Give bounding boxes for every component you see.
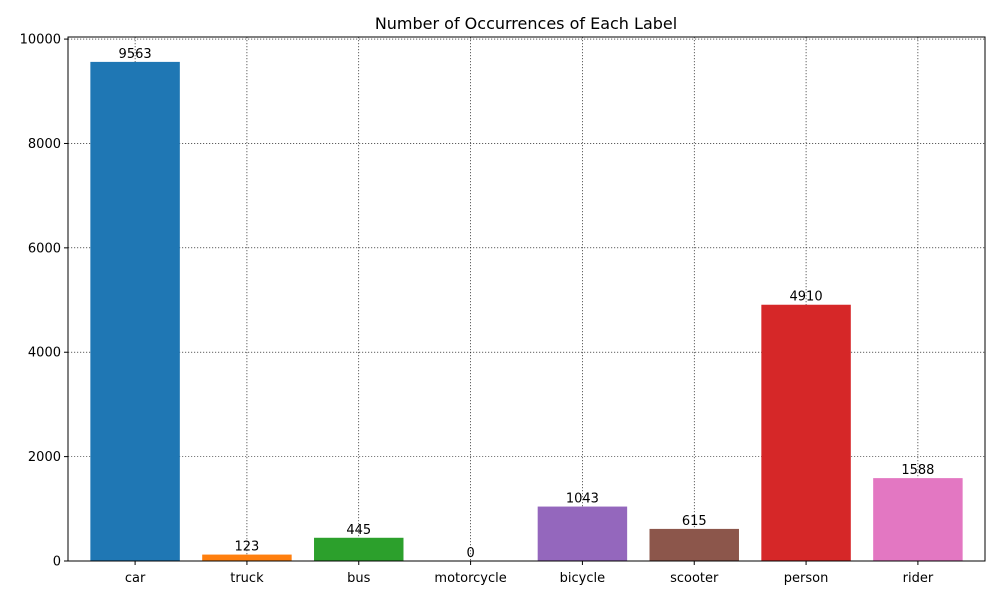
bar-scooter [649, 528, 739, 561]
bar-value-label: 1588 [901, 463, 934, 478]
y-tick-label: 2000 [28, 450, 61, 465]
bar-bicycle [537, 506, 628, 561]
bar-car [90, 61, 180, 562]
axis-layer: 0 2000 4000 6000 8000 10000 car truck bus motorcy… [20, 33, 934, 586]
x-tick-label: bicycle [560, 571, 605, 586]
bar-value-label: 445 [346, 523, 371, 538]
y-tick-label: 6000 [28, 241, 61, 256]
y-tick-label: 4000 [28, 346, 61, 361]
bar-value-label: 0 [466, 546, 474, 561]
x-tick-label: rider [903, 571, 934, 586]
bar-bus [314, 537, 404, 561]
x-tick-label: car [125, 571, 146, 586]
chart-title: Number of Occurrences of Each Label [375, 14, 677, 33]
plot-frame [67, 36, 986, 562]
bar-value-label: 123 [235, 540, 260, 555]
y-tick-label: 10000 [20, 33, 61, 48]
bar-value-label: 9563 [119, 47, 152, 62]
x-tick-label: bus [347, 571, 370, 586]
x-tick-label: scooter [670, 571, 719, 586]
grid-layer [68, 37, 985, 562]
bar-value-label: 4910 [790, 290, 823, 305]
x-tick-label: truck [230, 571, 264, 586]
y-tick-label: 8000 [28, 137, 61, 152]
y-tick-label: 0 [53, 555, 61, 570]
bar-value-label: 1043 [566, 492, 599, 507]
x-tick-label: person [784, 571, 829, 586]
bar-truck [202, 554, 292, 561]
x-tick-label: motorcycle [434, 571, 506, 586]
bar-person [761, 304, 851, 561]
bar-value-label: 615 [682, 514, 707, 529]
bar-layer: 9563 123 445 0 1043 615 4910 1588 [90, 47, 963, 562]
bar-rider [873, 478, 963, 561]
